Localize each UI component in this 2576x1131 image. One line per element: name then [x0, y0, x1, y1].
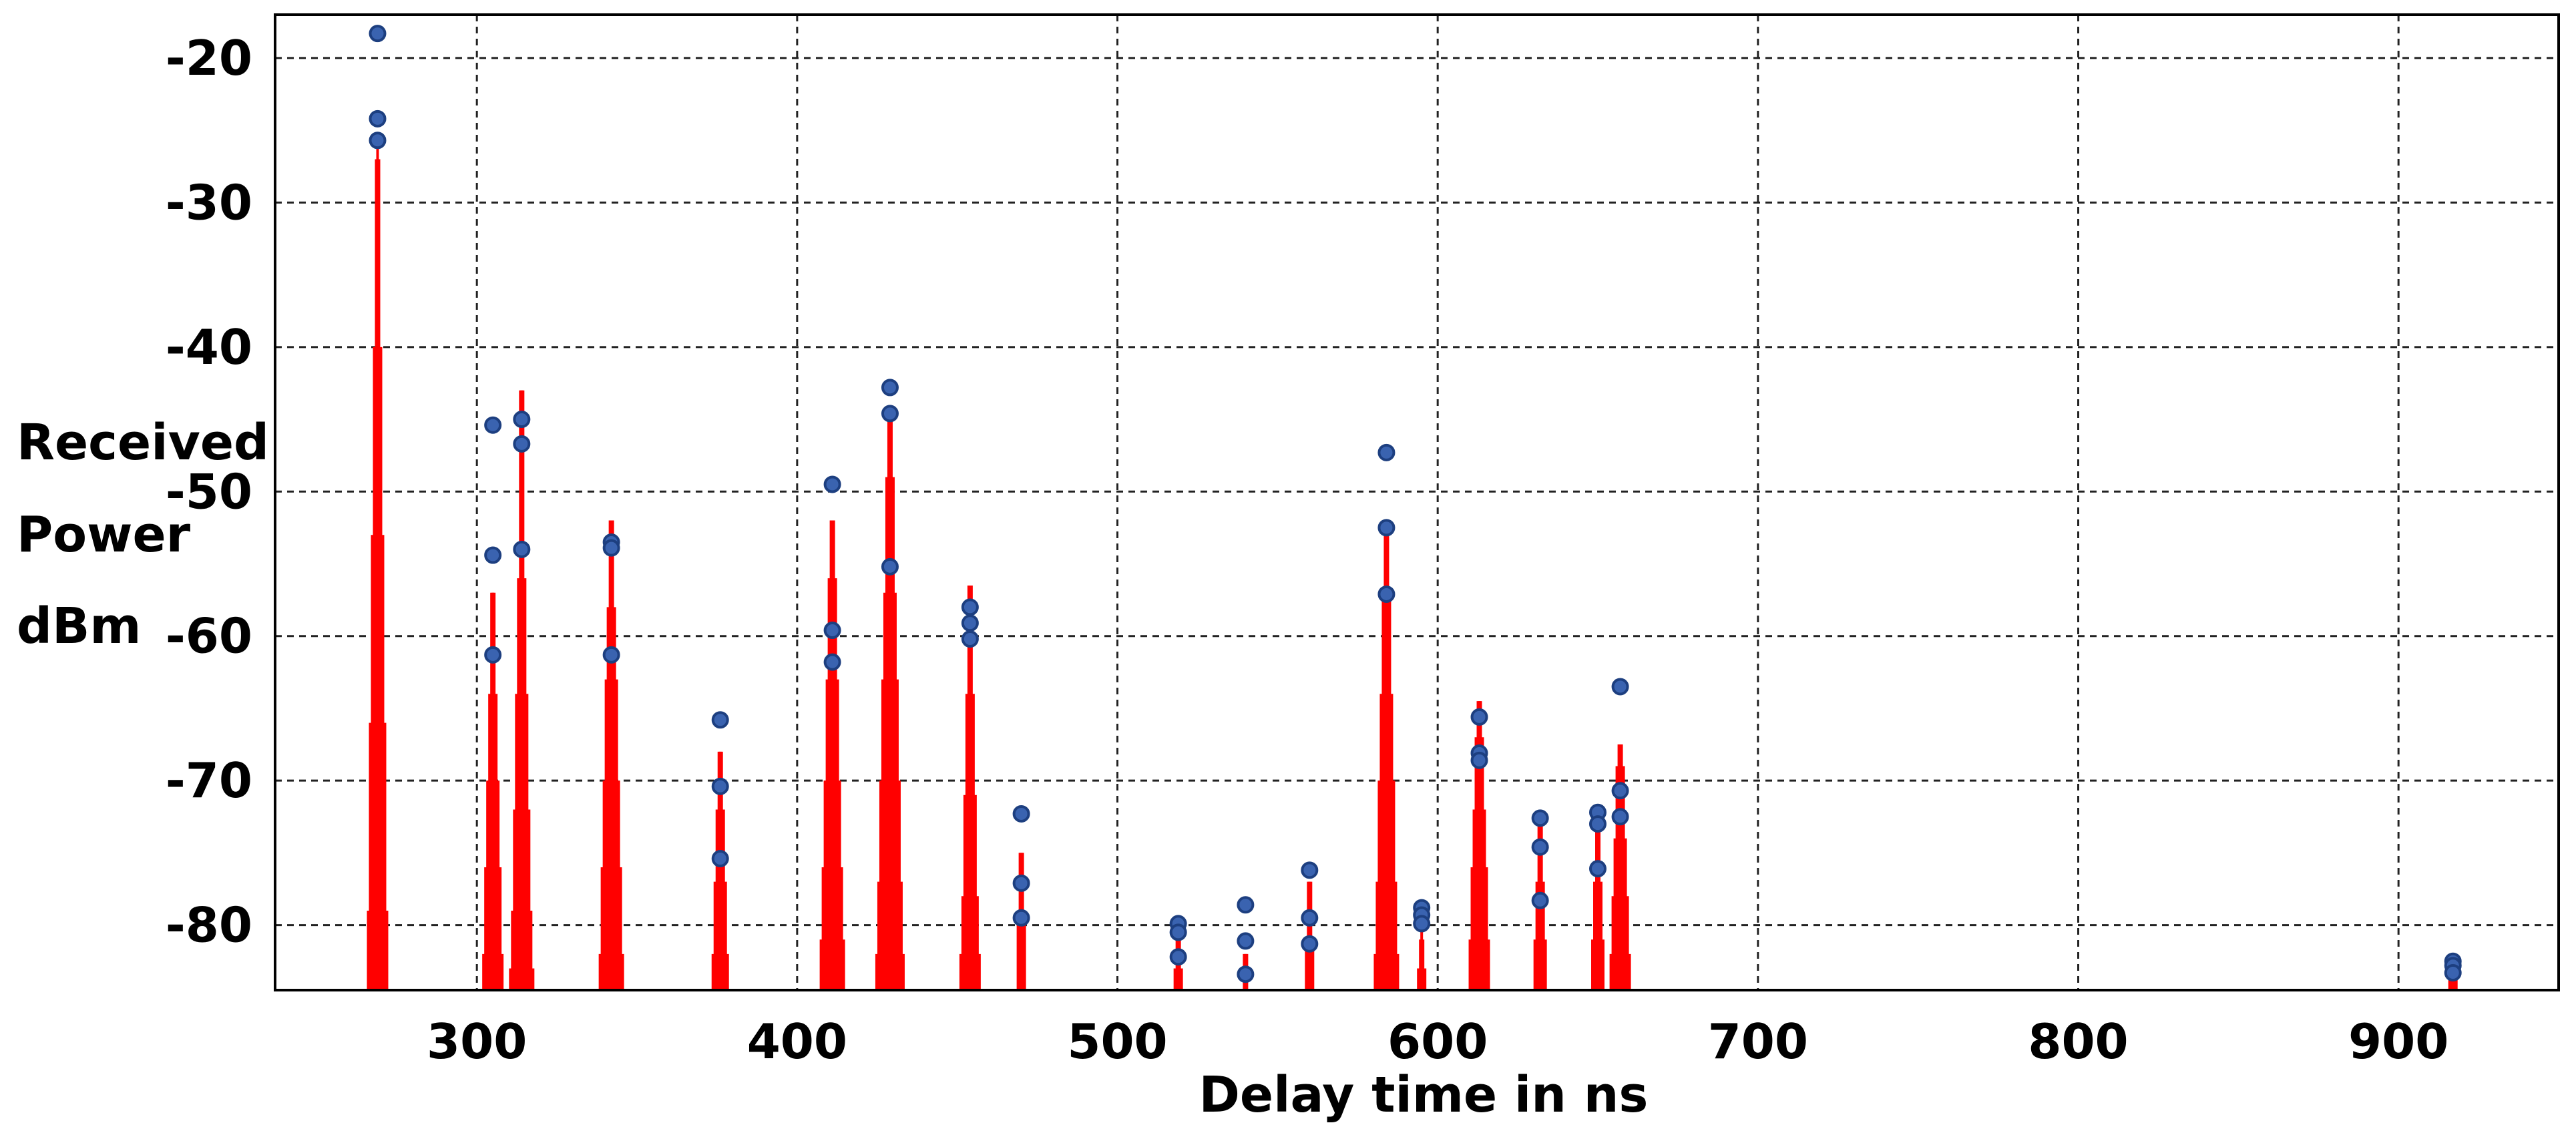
data-point — [823, 653, 841, 671]
y-tick-label: -70 — [166, 752, 252, 809]
data-point — [1589, 815, 1607, 833]
data-point — [513, 435, 531, 453]
data-point — [1301, 935, 1319, 953]
x-tick-label: 600 — [1387, 1013, 1488, 1070]
x-tick-label: 700 — [1708, 1013, 1808, 1070]
data-point — [1377, 519, 1396, 537]
data-point — [1470, 708, 1488, 726]
stems-layer — [367, 140, 2458, 990]
data-point — [1611, 678, 1629, 696]
y-tick-label: -60 — [166, 608, 252, 664]
y-axis-title-line: Received — [17, 414, 269, 471]
grid — [275, 15, 2559, 990]
data-point — [961, 630, 979, 648]
x-tick-label: 300 — [427, 1013, 527, 1070]
y-tick-label: -20 — [166, 30, 252, 86]
data-point — [1012, 909, 1030, 927]
data-point — [1413, 915, 1431, 933]
data-point — [602, 646, 620, 664]
data-point — [1012, 805, 1030, 823]
y-tick-label: -30 — [166, 174, 252, 230]
data-point — [1237, 932, 1255, 950]
data-point — [1531, 838, 1549, 856]
x-axis-title: Delay time in ns — [1199, 1066, 1649, 1124]
data-point — [1169, 923, 1187, 941]
data-point — [513, 411, 531, 429]
data-point — [484, 646, 502, 664]
data-point — [1237, 965, 1255, 983]
y-tick-labels: -20 -30 -40 -50 -60 -70 -80 — [166, 30, 252, 953]
data-point — [711, 711, 729, 729]
data-point — [1169, 948, 1187, 966]
data-point — [961, 598, 979, 616]
data-point — [881, 379, 899, 397]
data-point — [1237, 896, 1255, 914]
data-point — [1377, 585, 1396, 603]
data-point — [1589, 860, 1607, 878]
x-tick-label: 900 — [2348, 1013, 2448, 1070]
y-tick-label: -80 — [166, 897, 252, 953]
x-tick-label: 400 — [747, 1013, 847, 1070]
y-tick-label: -50 — [166, 463, 252, 519]
data-point — [711, 777, 729, 795]
x-tick-labels: 300 400 500 600 700 800 900 — [427, 1013, 2448, 1070]
y-tick-label: -40 — [166, 319, 252, 375]
data-point — [881, 405, 899, 423]
y-axis-title-line: Power — [17, 506, 191, 563]
data-point — [961, 614, 979, 632]
data-point — [513, 540, 531, 558]
data-point — [1611, 782, 1629, 800]
data-point — [1611, 808, 1629, 826]
data-point — [823, 622, 841, 640]
data-point — [369, 132, 387, 150]
data-point — [602, 539, 620, 557]
x-tick-label: 500 — [1067, 1013, 1167, 1070]
markers-layer — [369, 25, 2462, 983]
y-axis-title: Received Power dBm — [17, 414, 269, 655]
data-point — [1531, 891, 1549, 909]
data-point — [369, 109, 387, 128]
x-tick-label: 800 — [2028, 1013, 2128, 1070]
data-point — [1301, 861, 1319, 879]
data-point — [881, 557, 899, 576]
y-axis-title-line: dBm — [17, 598, 141, 655]
data-point — [823, 475, 841, 493]
data-point — [2444, 964, 2462, 982]
data-point — [1470, 751, 1488, 769]
data-point — [711, 850, 729, 868]
plot-frame — [274, 13, 2560, 991]
data-point — [1012, 874, 1030, 892]
data-point — [1531, 809, 1549, 827]
data-point — [1301, 909, 1319, 927]
data-point — [1377, 443, 1396, 461]
data-point — [484, 546, 502, 564]
data-point — [369, 25, 387, 43]
data-point — [484, 416, 502, 434]
